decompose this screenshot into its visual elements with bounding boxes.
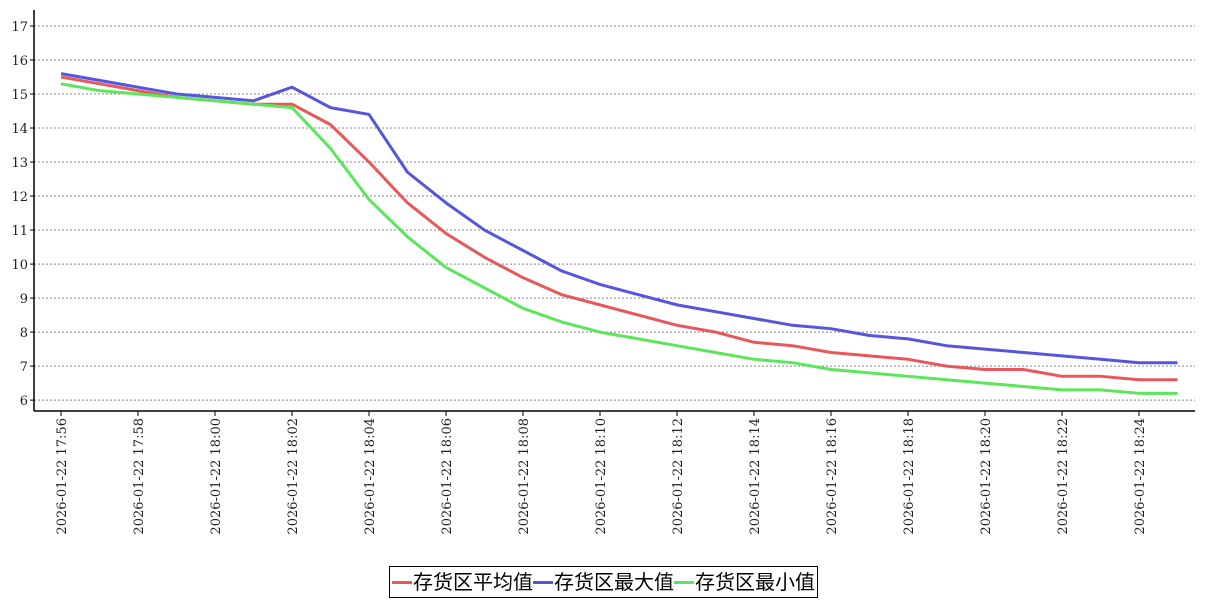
- legend-swatch: [533, 580, 553, 584]
- x-tick-label: 2026-01-22 18:10: [594, 418, 609, 535]
- x-tick-label: 2026-01-22 18:24: [1133, 418, 1148, 535]
- x-tick-label: 2026-01-22 18:14: [748, 418, 763, 535]
- legend-item: 存货区平均值: [392, 569, 533, 595]
- x-tick-label: 2026-01-22 18:02: [286, 418, 301, 535]
- y-tick-label: 8: [20, 326, 28, 341]
- y-tick-label: 14: [11, 122, 28, 137]
- y-tick-label: 16: [11, 54, 28, 69]
- x-tick-label: 2026-01-22 18:06: [440, 418, 455, 535]
- x-tick-label: 2026-01-22 18:04: [363, 418, 378, 535]
- x-tick-label: 2026-01-22 18:00: [209, 418, 224, 535]
- x-tick-label: 2026-01-22 18:18: [902, 418, 917, 535]
- x-tick-label: 2026-01-22 18:12: [671, 418, 686, 535]
- legend-item: 存货区最大值: [533, 569, 674, 595]
- x-tick-label: 2026-01-22 18:16: [825, 418, 840, 535]
- x-tick-label: 2026-01-22 17:56: [55, 418, 70, 535]
- legend-swatch: [392, 580, 412, 584]
- series-line: [60, 72, 1178, 365]
- legend-box: 存货区平均值 存货区最大值 存货区最小值: [389, 566, 818, 598]
- y-tick-label: 10: [11, 258, 28, 273]
- legend-swatch: [674, 580, 694, 584]
- y-tick-label: 6: [20, 394, 28, 409]
- x-tick-label: 2026-01-22 18:22: [1056, 418, 1071, 535]
- y-tick-label: 17: [11, 20, 28, 35]
- plot: 6 7 8 9 10 11 12 13 14 15 16 17 2026-01-22 17:56 2026…: [11, 10, 1195, 535]
- x-tick-label: 2026-01-22 18:20: [979, 418, 994, 535]
- y-tick-label: 13: [11, 156, 28, 171]
- y-tick-label: 9: [20, 292, 28, 307]
- legend: 存货区平均值 存货区最大值 存货区最小值: [0, 566, 1207, 598]
- legend-item: 存货区最小值: [674, 569, 815, 595]
- legend-label: 存货区最小值: [695, 570, 815, 594]
- series-line: [60, 82, 1178, 395]
- x-tick-label: 2026-01-22 18:08: [517, 418, 532, 535]
- y-tick-label: 15: [11, 88, 28, 103]
- y-tick-label: 7: [20, 360, 28, 375]
- legend-label: 存货区平均值: [413, 570, 533, 594]
- legend-label: 存货区最大值: [554, 570, 674, 594]
- y-tick-label: 12: [11, 190, 28, 205]
- y-tick-label: 11: [11, 224, 28, 239]
- x-tick-label: 2026-01-22 17:58: [132, 418, 147, 535]
